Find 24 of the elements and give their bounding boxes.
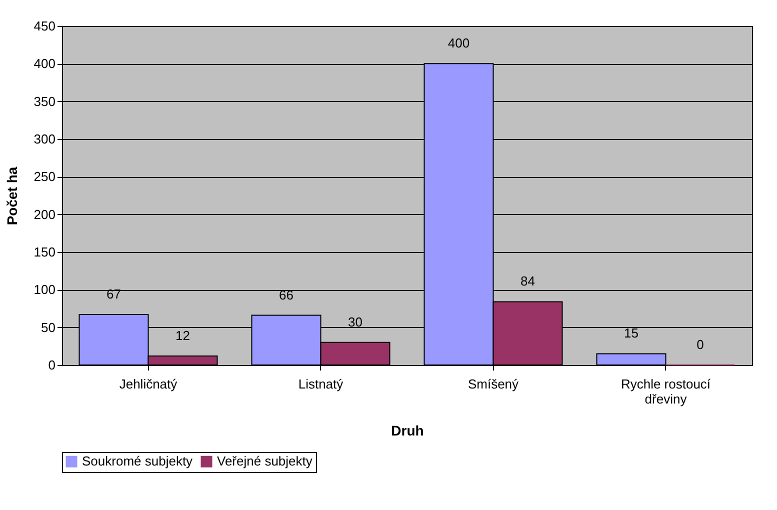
data-label: 0 xyxy=(696,337,704,352)
data-label: 400 xyxy=(448,36,470,51)
x-tick-label: Jehličnatý xyxy=(119,376,178,392)
data-label: 30 xyxy=(348,314,362,330)
x-tick-label: Listnatý xyxy=(298,376,344,392)
data-label: 15 xyxy=(624,326,638,341)
y-tick-label: 150 xyxy=(34,244,56,260)
x-axis-title: Druh xyxy=(391,422,424,438)
y-tick-label: 200 xyxy=(34,206,56,222)
legend-label: Soukromé subjekty xyxy=(82,454,194,469)
y-tick-label: 350 xyxy=(34,94,56,109)
y-tick-label: 50 xyxy=(41,320,56,335)
y-tick-label: 300 xyxy=(34,132,56,146)
y-tick-label: 400 xyxy=(34,56,56,72)
y-tick-label: 0 xyxy=(48,358,56,372)
x-tick-label: Smíšený xyxy=(468,376,520,392)
y-tick-label: 450 xyxy=(34,18,56,34)
legend-label: Veřejné subjekty xyxy=(217,454,313,469)
x-tick-label: Rychle rostoucí dřeviny xyxy=(620,376,711,406)
y-tick-label: 250 xyxy=(34,169,56,184)
data-label: 84 xyxy=(520,274,535,289)
y-tick-label: 100 xyxy=(34,282,56,298)
y-axis-title: Počet ha xyxy=(4,166,20,226)
data-label: 12 xyxy=(176,328,190,343)
